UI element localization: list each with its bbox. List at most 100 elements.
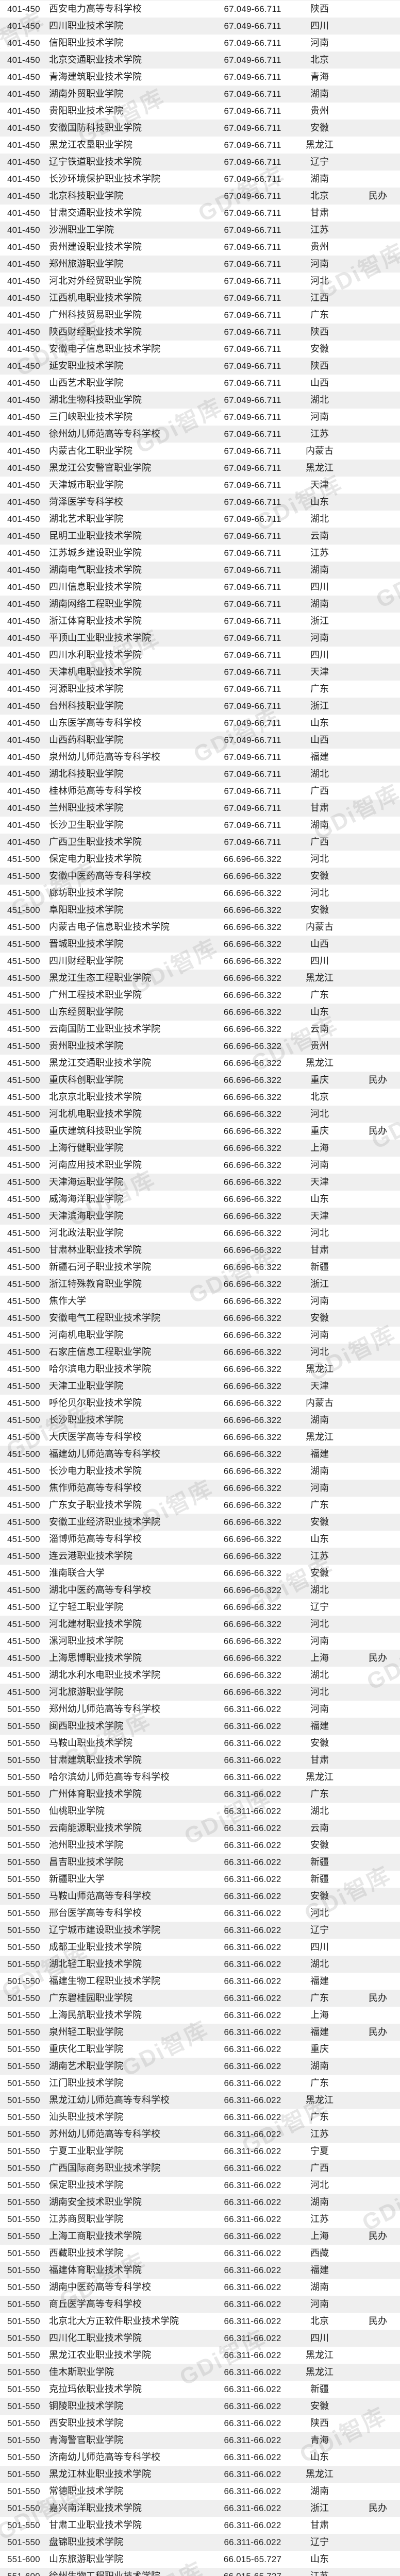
- table-row: 501-550 甘肃工业职业技术学院 66.311-66.022 甘肃: [0, 2517, 400, 2534]
- score-range-cell: 67.049-66.711: [224, 684, 281, 694]
- college-name-cell: 马鞍山师范高等专科学校: [49, 1891, 151, 1901]
- table-row: 501-550 黑龙江农业职业技术学院 66.311-66.022 黑龙江: [0, 2347, 400, 2364]
- table-row: 501-550 甘肃建筑职业技术学院 66.311-66.022 甘肃: [0, 1752, 400, 1769]
- province-cell: 湖南: [310, 1415, 329, 1425]
- score-range-cell: 67.049-66.711: [224, 140, 281, 150]
- rank-range-cell: 501-550: [7, 1993, 40, 2003]
- college-name-cell: 天津海运职业学院: [49, 1177, 123, 1187]
- province-cell: 浙江: [310, 616, 329, 626]
- province-cell: 北京: [310, 191, 329, 201]
- college-name-cell: 漯河职业技术学院: [49, 1636, 123, 1646]
- score-range-cell: 66.696-66.322: [223, 1296, 282, 1306]
- college-name-cell: 长沙卫生职业学院: [49, 820, 123, 830]
- rank-range-cell: 451-500: [7, 1670, 40, 1680]
- province-cell: 河南: [310, 259, 329, 269]
- rank-range-cell: 451-500: [7, 1092, 40, 1102]
- private-badge: 民办: [369, 2231, 387, 2241]
- province-cell: 内蒙古: [306, 1398, 334, 1408]
- score-range-cell: 67.049-66.711: [224, 89, 281, 99]
- score-range-cell: 66.311-66.022: [224, 2435, 281, 2445]
- table-row: 501-550 盘锦职业技术学院 66.311-66.022 辽宁: [0, 2534, 400, 2551]
- college-name-cell: 北京北大方正软件职业技术学院: [49, 2316, 179, 2326]
- score-range-cell: 67.049-66.711: [224, 667, 281, 677]
- province-cell: 安徽: [310, 871, 329, 881]
- rank-range-cell: 401-450: [7, 667, 40, 677]
- province-cell: 黑龙江: [306, 1058, 334, 1068]
- province-cell: 云南: [310, 1823, 329, 1833]
- table-row: 401-450 徐州幼儿师范高等专科学校 67.049-66.711 江苏: [0, 426, 400, 443]
- college-name-cell: 长沙电力职业技术学院: [49, 1466, 142, 1476]
- rank-range-cell: 401-450: [7, 361, 40, 371]
- rank-range-cell: 501-550: [7, 2452, 40, 2462]
- province-cell: 湖北: [310, 769, 329, 779]
- score-range-cell: 67.049-66.711: [224, 786, 281, 796]
- rank-range-cell: 501-550: [7, 2435, 40, 2445]
- score-range-cell: 66.311-66.022: [224, 2146, 281, 2156]
- province-cell: 贵州: [310, 1041, 329, 1051]
- score-range-cell: 66.311-66.022: [224, 1823, 281, 1833]
- table-row: 501-550 黑龙江林业职业技术学院 66.311-66.022 黑龙江: [0, 2466, 400, 2483]
- college-name-cell: 哈尔滨电力职业技术学院: [49, 1364, 151, 1374]
- rank-range-cell: 501-550: [7, 1704, 40, 1714]
- college-name-cell: 上海思博职业技术学院: [49, 1653, 142, 1663]
- province-cell: 山东: [310, 1194, 329, 1204]
- province-cell: 四川: [310, 956, 329, 966]
- college-name-cell: 云南能源职业技术学院: [49, 1823, 142, 1833]
- college-name-cell: 重庆科创职业学院: [49, 1075, 123, 1085]
- college-name-cell: 山东旅游职业学院: [49, 2554, 123, 2564]
- score-range-cell: 66.696-66.322: [223, 1602, 282, 1612]
- score-range-cell: 66.696-66.322: [223, 1160, 282, 1170]
- rank-range-cell: 501-550: [7, 1942, 40, 1952]
- score-range-cell: 67.049-66.711: [224, 497, 281, 507]
- province-cell: 安徽: [310, 1568, 329, 1578]
- province-cell: 湖北: [310, 1959, 329, 1969]
- score-range-cell: 66.311-66.022: [224, 1721, 281, 1731]
- table-row: 451-500 晋城职业技术学院 66.696-66.322 山西: [0, 936, 400, 953]
- province-cell: 黑龙江: [306, 1432, 334, 1442]
- province-cell: 上海: [310, 2010, 329, 2020]
- private-badge: 民办: [369, 2316, 387, 2326]
- rank-range-cell: 401-450: [7, 157, 40, 167]
- college-name-cell: 重庆化工职业学院: [49, 2044, 123, 2054]
- college-name-cell: 四川信息职业技术学院: [49, 582, 142, 592]
- college-name-cell: 山东医学高等专科学校: [49, 718, 142, 728]
- college-name-cell: 山西艺术职业学院: [49, 378, 123, 388]
- rank-range-cell: 401-450: [7, 327, 40, 337]
- province-cell: 上海: [310, 1143, 329, 1153]
- score-range-cell: 67.049-66.711: [224, 157, 281, 167]
- score-range-cell: 67.049-66.711: [224, 429, 281, 439]
- table-row: 501-550 黑龙江幼儿师范高等专科学校 66.311-66.022 黑龙江: [0, 2092, 400, 2109]
- table-row: 501-550 北京北大方正软件职业技术学院 66.311-66.022 北京 …: [0, 2313, 400, 2330]
- college-name-cell: 池州职业技术学院: [49, 1840, 123, 1850]
- province-cell: 山东: [310, 2554, 329, 2564]
- score-range-cell: 67.049-66.711: [224, 548, 281, 558]
- table-row: 501-550 铜陵职业技术学院 66.311-66.022 安徽: [0, 2398, 400, 2415]
- college-name-cell: 浙江体育职业技术学院: [49, 616, 142, 626]
- rank-range-cell: 501-550: [7, 2333, 40, 2343]
- province-cell: 湖南: [310, 1466, 329, 1476]
- college-name-cell: 连云港职业技术学院: [49, 1551, 132, 1561]
- score-range-cell: 66.311-66.022: [224, 2044, 281, 2054]
- college-name-cell: 广东碧桂园职业学院: [49, 1993, 132, 2003]
- score-range-cell: 66.015-65.727: [223, 2554, 282, 2564]
- table-row: 451-500 焦作师范高等专科学校 66.696-66.322 河南: [0, 1480, 400, 1497]
- table-row: 451-500 福建幼儿师范高等专科学校 66.696-66.322 福建: [0, 1446, 400, 1463]
- college-name-cell: 青海警官职业学院: [49, 2435, 123, 2445]
- rank-range-cell: 451-500: [7, 905, 40, 915]
- college-name-cell: 内蒙古化工职业学院: [49, 446, 132, 456]
- table-row: 451-500 河北机电职业技术学院 66.696-66.322 河北: [0, 1106, 400, 1123]
- score-range-cell: 66.311-66.022: [224, 2384, 281, 2394]
- college-name-cell: 甘肃建筑职业技术学院: [49, 1755, 142, 1765]
- score-range-cell: 67.049-66.711: [224, 242, 281, 252]
- score-range-cell: 67.049-66.711: [224, 650, 281, 660]
- score-range-cell: 67.049-66.711: [224, 106, 281, 116]
- score-range-cell: 67.049-66.711: [224, 412, 281, 422]
- college-name-cell: 安徽工业经济职业技术学院: [49, 1517, 160, 1527]
- table-row: 401-450 黑龙江农垦职业学院 67.049-66.711 黑龙江: [0, 137, 400, 154]
- province-cell: 北京: [310, 55, 329, 65]
- table-row: 451-500 甘肃林业职业技术学院 66.696-66.322 甘肃: [0, 1242, 400, 1259]
- score-range-cell: 67.049-66.711: [224, 701, 281, 711]
- province-cell: 天津: [310, 1177, 329, 1187]
- rank-range-cell: 401-450: [7, 55, 40, 65]
- score-range-cell: 66.311-66.022: [224, 2061, 281, 2071]
